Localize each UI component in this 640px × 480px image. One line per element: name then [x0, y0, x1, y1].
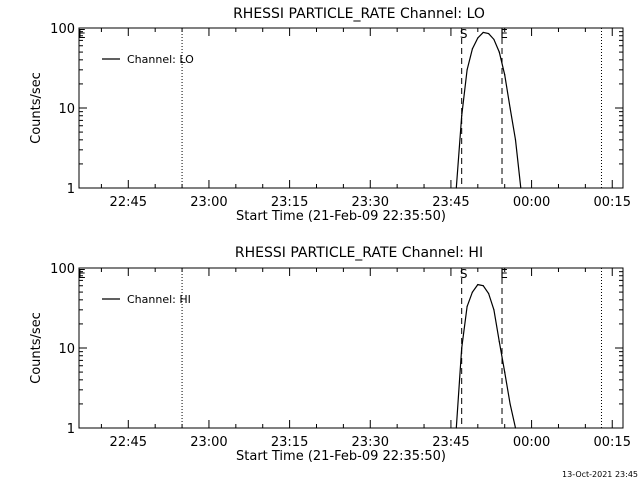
marker-label: E: [78, 27, 86, 41]
series-line: [455, 283, 517, 429]
marker-label: S: [460, 27, 468, 41]
data-point: [471, 291, 474, 293]
x-axis-label: Start Time (21-Feb-09 22:35:50): [236, 209, 446, 224]
data-point: [520, 187, 522, 189]
data-point: [471, 48, 474, 50]
data-point: [466, 305, 468, 308]
footer-timestamp: 13-Oct-2021 23:45: [562, 470, 638, 479]
x-tick-label: 23:45: [432, 435, 469, 450]
data-point: [509, 403, 511, 405]
data-point: [487, 292, 490, 295]
data-point: [498, 341, 500, 343]
data-point: [455, 187, 457, 189]
x-tick-label: 23:00: [190, 435, 227, 450]
x-axis-label: Start Time (21-Feb-09 22:35:50): [236, 449, 446, 464]
x-tick-label: 23:30: [352, 195, 389, 210]
legend-label: Channel: LO: [127, 53, 194, 66]
y-tick-label: 100: [50, 22, 75, 37]
chart-title: RHESSI PARTICLE_RATE Channel: HI: [235, 245, 483, 261]
y-tick-label: 1: [67, 422, 75, 437]
data-point: [504, 74, 506, 76]
plot-frame: [78, 27, 624, 189]
data-point: [493, 309, 495, 311]
marker-label: E: [500, 267, 508, 281]
y-tick-label: 1: [67, 182, 75, 197]
marker-label: S: [460, 267, 468, 281]
plot-frame: [78, 267, 624, 429]
data-point: [514, 427, 517, 429]
y-axis-label: Counts/sec: [29, 72, 44, 144]
y-tick-label: 10: [58, 102, 75, 117]
data-point: [487, 33, 490, 35]
data-point: [498, 51, 500, 53]
x-tick-label: 22:45: [110, 435, 147, 450]
data-point: [477, 37, 479, 39]
data-point: [482, 31, 484, 34]
x-tick-label: 23:15: [271, 435, 308, 450]
x-tick-label: 00:15: [594, 435, 631, 450]
data-point: [493, 38, 495, 41]
x-tick-label: 23:45: [432, 195, 469, 210]
data-point: [504, 371, 506, 373]
data-point: [509, 107, 511, 109]
x-tick-label: 23:00: [190, 195, 227, 210]
marker-label: E: [500, 27, 508, 41]
data-point: [461, 115, 463, 117]
y-tick-label: 100: [50, 262, 75, 277]
x-tick-label: 00:00: [513, 195, 550, 210]
series-line: [455, 31, 522, 189]
chart-title: RHESSI PARTICLE_RATE Channel: LO: [233, 6, 485, 22]
data-point: [461, 347, 463, 349]
data-point: [466, 69, 468, 71]
x-tick-label: 00:15: [594, 195, 631, 210]
data-point: [455, 427, 457, 429]
x-tick-label: 22:45: [110, 195, 147, 210]
legend-label: Channel: HI: [127, 293, 191, 306]
data-point: [477, 284, 479, 286]
y-axis-label: Counts/sec: [29, 312, 44, 384]
data-point: [482, 285, 484, 287]
marker-label: E: [78, 267, 86, 281]
y-tick-label: 10: [58, 342, 75, 357]
x-tick-label: 00:00: [513, 435, 550, 450]
x-tick-label: 23:30: [352, 435, 389, 450]
data-point: [514, 139, 517, 141]
x-tick-label: 23:15: [271, 195, 308, 210]
